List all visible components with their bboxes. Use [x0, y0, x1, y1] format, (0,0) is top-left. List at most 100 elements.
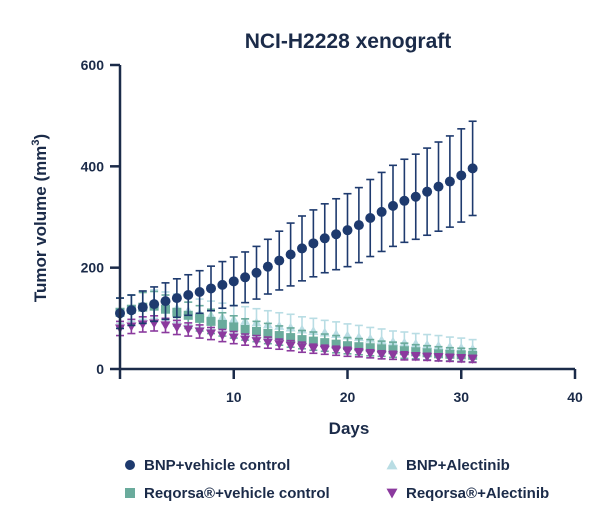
data-point — [377, 344, 387, 354]
data-point — [171, 323, 182, 333]
y-tick-label: 600 — [81, 57, 105, 73]
data-point — [399, 346, 409, 356]
data-point — [206, 283, 216, 294]
data-point — [433, 181, 444, 192]
legend-item: BNP+Alectinib — [386, 457, 510, 474]
y-axis-label: Tumor volume (mm3) — [30, 134, 50, 302]
data-point — [183, 290, 194, 301]
data-point — [228, 276, 239, 287]
data-point — [240, 272, 251, 283]
data-point — [376, 206, 387, 217]
y-tick-label: 400 — [81, 158, 105, 174]
data-point — [171, 293, 182, 304]
x-tick-label: 30 — [453, 389, 469, 405]
data-point — [262, 261, 273, 272]
data-point — [456, 354, 467, 364]
data-point — [308, 238, 319, 249]
data-point — [422, 186, 433, 197]
data-point — [240, 335, 251, 345]
data-point — [149, 299, 160, 310]
data-point — [160, 296, 171, 307]
data-point — [285, 249, 296, 260]
series-3 — [115, 314, 478, 364]
data-point — [194, 286, 205, 297]
data-point — [456, 170, 467, 181]
legend-label: Reqorsa®+Alectinib — [406, 485, 549, 502]
data-point — [320, 338, 330, 348]
data-point — [399, 351, 410, 361]
data-point — [410, 352, 421, 362]
data-point — [217, 319, 227, 329]
legend-marker — [386, 488, 398, 499]
data-point — [422, 352, 433, 362]
data-point — [365, 213, 376, 224]
legend-label: BNP+vehicle control — [144, 457, 290, 474]
data-point — [388, 351, 398, 361]
data-point — [194, 327, 205, 337]
data-point — [331, 339, 341, 349]
data-point — [183, 325, 194, 335]
data-point — [228, 333, 239, 343]
y-axis-label-superscript: 3 — [30, 140, 42, 146]
data-point — [160, 321, 171, 331]
data-point — [365, 343, 375, 353]
legend: BNP+vehicle control BNP+Alectinib Reqorsa®… — [125, 457, 549, 502]
legend-label: Reqorsa®+vehicle control — [144, 485, 330, 502]
data-point — [444, 353, 455, 363]
plot-area — [115, 120, 478, 364]
x-tick-label: 10 — [226, 389, 242, 405]
legend-item: Reqorsa®+Alectinib — [386, 485, 549, 502]
data-point — [206, 329, 216, 339]
y-tick-label: 0 — [96, 361, 104, 377]
data-point — [297, 243, 307, 254]
legend-marker — [386, 459, 398, 470]
legend-item: BNP+vehicle control — [125, 457, 290, 474]
data-point — [467, 163, 478, 174]
data-point — [308, 344, 319, 354]
data-point — [274, 340, 285, 350]
chart-title: NCI-H2228 xenograft — [245, 30, 452, 53]
data-point — [467, 354, 478, 364]
data-point — [343, 341, 352, 351]
data-point — [217, 279, 228, 290]
data-point — [251, 267, 262, 278]
data-point — [388, 336, 398, 346]
data-point — [240, 324, 250, 334]
x-tick-label: 20 — [340, 389, 356, 405]
data-point — [217, 331, 228, 341]
data-point — [137, 302, 148, 313]
data-point — [444, 176, 455, 187]
data-point — [297, 335, 307, 345]
series-0 — [115, 120, 478, 330]
data-point — [274, 255, 285, 266]
legend-item: Reqorsa®+vehicle control — [125, 485, 330, 502]
data-point — [399, 195, 410, 206]
data-point — [342, 225, 353, 236]
x-tick-label: 40 — [567, 389, 583, 405]
data-point — [388, 345, 398, 355]
data-point — [285, 322, 296, 332]
data-point — [353, 348, 364, 358]
data-point — [263, 329, 273, 339]
x-axis-label: Days — [329, 419, 370, 438]
data-point — [456, 342, 467, 352]
data-point — [252, 327, 261, 337]
data-point — [411, 347, 421, 357]
data-point — [195, 313, 205, 323]
data-point — [262, 338, 273, 348]
data-point — [308, 336, 318, 346]
data-point — [399, 337, 410, 347]
data-point — [319, 345, 330, 355]
data-point — [388, 200, 398, 211]
axes: 0 200 400 600 10 20 30 40 — [81, 57, 583, 405]
y-tick-label: 200 — [81, 260, 105, 276]
y-axis-label-close: ) — [31, 134, 50, 140]
data-point — [285, 341, 296, 351]
data-point — [365, 349, 376, 359]
data-point — [353, 220, 364, 231]
legend-marker — [125, 488, 135, 498]
data-point — [274, 331, 284, 341]
data-point — [297, 343, 307, 353]
data-point — [251, 337, 262, 347]
